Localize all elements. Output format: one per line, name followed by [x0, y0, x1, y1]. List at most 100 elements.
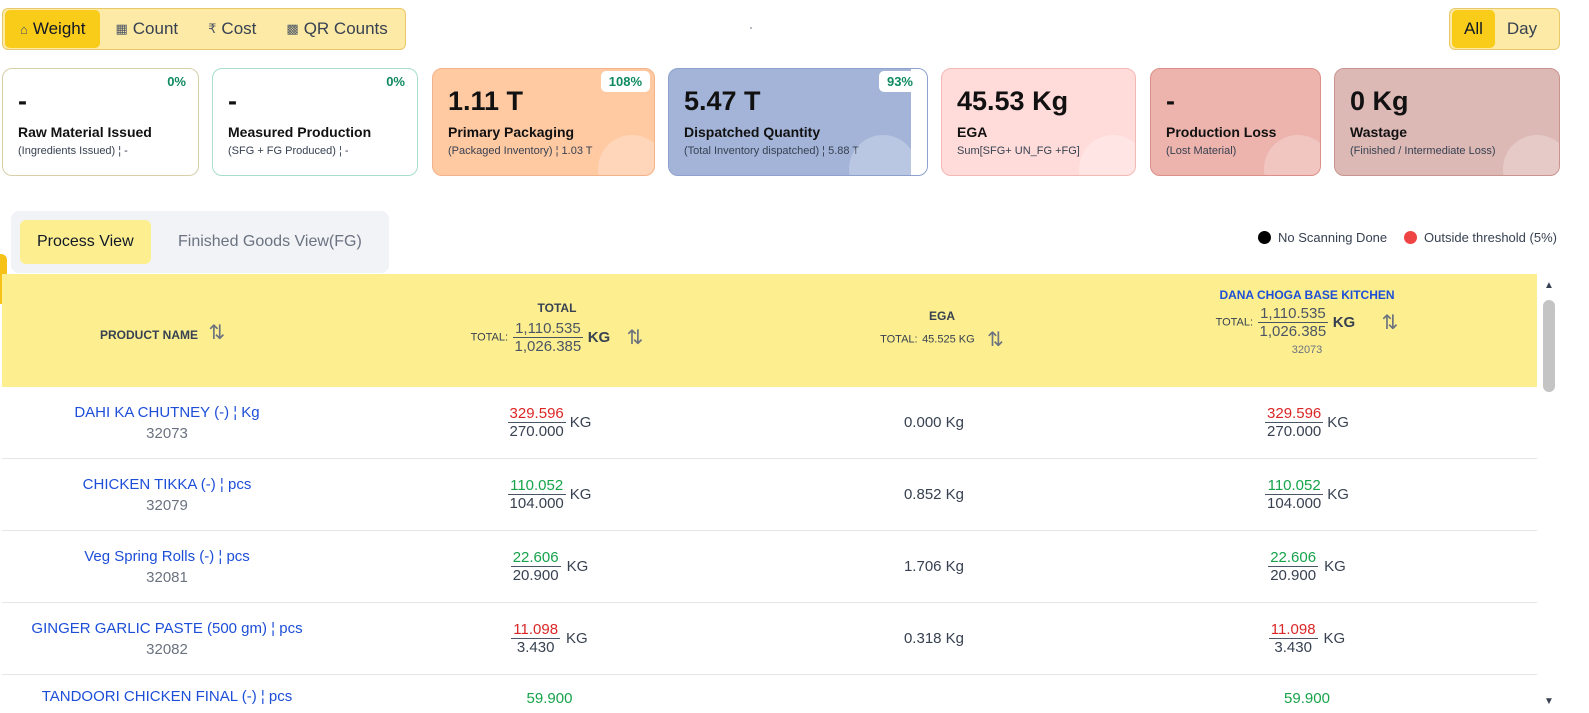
total-cell: 110.052 104.000 KG: [452, 459, 647, 530]
percentage-badge: 93%: [878, 71, 921, 92]
actual-value: 110.052: [1265, 477, 1324, 495]
ega-card[interactable]: 45.53 Kg EGA Sum[SFG+ UN_FG +FG]: [941, 68, 1136, 176]
unit-label: KG: [1324, 558, 1346, 575]
card-decoration: [1503, 135, 1559, 175]
weight-mode-button[interactable]: ⌂ Weight: [5, 10, 101, 48]
total-fraction: 11.098 3.430: [511, 621, 561, 656]
dispatched-quantity-card[interactable]: 93% 5.47 T Dispatched Quantity (Total In…: [668, 68, 928, 176]
product-link[interactable]: GINGER GARLIC PASTE (500 gm) ¦ pcs: [31, 619, 303, 637]
product-link[interactable]: Veg Spring Rolls (-) ¦ pcs: [84, 547, 250, 565]
ega-column-header[interactable]: EGA TOTAL: 45.525 KG ⇅: [862, 309, 1022, 352]
total-fraction: 22.606 20.900: [510, 549, 561, 584]
product-name-header[interactable]: PRODUCT NAME ⇅: [100, 320, 225, 345]
card-value: -: [1166, 86, 1175, 116]
weight-mode-label: Weight: [32, 19, 86, 38]
product-cell: DAHI KA CHUTNEY (-) ¦ Kg 32073: [2, 387, 332, 458]
card-title: Dispatched Quantity: [684, 124, 821, 140]
card-value: 45.53 Kg: [957, 86, 1069, 116]
actual-value: 22.606: [510, 549, 561, 567]
product-code: 32082: [146, 640, 188, 658]
date-range-toggle: All Day: [1449, 8, 1560, 50]
unit-label: KG: [1327, 486, 1349, 503]
qr-counts-mode-button[interactable]: ▩ QR Counts: [271, 10, 402, 48]
expected-value: 104.000: [1267, 495, 1322, 512]
calculator-icon: ▦: [115, 21, 128, 36]
legend-outside-threshold: Outside threshold (5%): [1404, 230, 1557, 245]
header-label: EGA: [928, 309, 955, 323]
card-subtitle: (Lost Material): [1166, 145, 1237, 157]
card-title: Raw Material Issued: [18, 124, 152, 140]
kitchen-unit: KG: [1332, 314, 1356, 331]
total-fraction: 110.052 104.000: [507, 477, 566, 512]
ega-cell: 1.706 Kg: [834, 531, 1034, 602]
card-title: Measured Production: [228, 124, 372, 140]
card-value: 0 Kg: [1350, 86, 1409, 116]
table-scrollbar[interactable]: ▲ ▼: [1541, 280, 1557, 713]
table-row: GINGER GARLIC PASTE (500 gm) ¦ pcs 32082…: [2, 603, 1537, 675]
product-link[interactable]: DAHI KA CHUTNEY (-) ¦ Kg: [74, 403, 260, 421]
actual-value: 11.098: [1268, 621, 1318, 639]
kitchen-code: 32073: [1291, 344, 1323, 356]
unit-label: KG: [566, 630, 588, 647]
total-cell: 11.098 3.430 KG: [452, 603, 647, 674]
ega-prefix: TOTAL:: [880, 333, 918, 346]
actual-value: 11.098: [511, 621, 561, 639]
expected-value: 270.000: [509, 423, 564, 440]
card-title: Primary Packaging: [448, 124, 575, 140]
product-code: 32073: [146, 424, 188, 442]
card-value: 5.47 T: [684, 86, 761, 116]
all-range-button[interactable]: All: [1452, 10, 1495, 48]
kitchen-column-header[interactable]: DANA CHOGA BASE KITCHEN TOTAL: 1,110.535…: [1207, 288, 1407, 356]
product-cell: CHICKEN TIKKA (-) ¦ pcs 32079: [2, 459, 332, 530]
primary-packaging-card[interactable]: 108% 1.11 T Primary Packaging (Packaged …: [432, 68, 655, 176]
product-cell: Veg Spring Rolls (-) ¦ pcs 32081: [2, 531, 332, 602]
card-value: 1.11 T: [448, 86, 524, 116]
unit-label: KG: [1323, 630, 1346, 647]
total-column-header[interactable]: TOTAL TOTAL: 1,110.535 1,026.385 KG ⇅: [457, 301, 657, 355]
raw-material-issued-card[interactable]: 0% - Raw Material Issued (Ingredients Is…: [2, 68, 199, 176]
table-row: Veg Spring Rolls (-) ¦ pcs 32081 22.606 …: [2, 531, 1537, 603]
wastage-card[interactable]: 0 Kg Wastage (Finished / Intermediate Lo…: [1334, 68, 1560, 176]
product-link[interactable]: CHICKEN TIKKA (-) ¦ pcs: [82, 475, 252, 493]
sort-icon[interactable]: ⇅: [626, 327, 644, 349]
product-link[interactable]: TANDOORI CHICKEN FINAL (-) ¦ pcs: [41, 688, 293, 705]
kitchen-fraction: 22.606 20.900: [1268, 549, 1319, 584]
measured-production-card[interactable]: 0% - Measured Production (SFG + FG Produ…: [212, 68, 418, 176]
ega-value: 0.318 Kg: [903, 630, 965, 647]
card-subtitle: Sum[SFG+ UN_FG +FG]: [957, 145, 1080, 157]
card-decoration: [849, 135, 917, 175]
product-cell: GINGER GARLIC PASTE (500 gm) ¦ pcs 32082: [2, 603, 332, 674]
loading-dot: [750, 27, 752, 29]
unit-label: KG: [569, 486, 592, 503]
card-decoration: [598, 135, 654, 175]
tab-finished-goods-view[interactable]: Finished Goods View(FG): [178, 233, 362, 250]
cost-mode-button[interactable]: ₹ Cost: [193, 10, 271, 48]
card-progress-remainder: [911, 69, 927, 175]
count-mode-button[interactable]: ▦ Count: [100, 10, 193, 48]
actual-value: 329.596: [507, 405, 566, 423]
sort-icon[interactable]: ⇅: [208, 322, 226, 344]
expected-value: 20.900: [1270, 567, 1317, 584]
rupee-icon: ₹: [208, 21, 217, 36]
total-cell: 22.606 20.900 KG: [452, 531, 647, 602]
scrollbar-thumb[interactable]: [1543, 300, 1555, 392]
unit-label: KG: [566, 558, 589, 575]
sort-icon[interactable]: ⇅: [1381, 312, 1399, 334]
expected-value: 270.000: [1267, 423, 1322, 440]
card-title: EGA: [957, 124, 988, 140]
tab-process-view[interactable]: Process View: [20, 220, 151, 264]
production-loss-card[interactable]: - Production Loss (Lost Material): [1150, 68, 1321, 176]
kitchen-fraction: 1,110.535 1,026.385: [1257, 305, 1329, 340]
kitchen-fraction: 329.596 270.000: [1265, 405, 1324, 440]
count-mode-label: Count: [132, 19, 179, 38]
card-decoration: [1264, 135, 1320, 175]
qr-code-icon: ▩: [286, 21, 299, 36]
scroll-up-arrow-icon[interactable]: ▲: [1544, 280, 1554, 291]
sort-icon[interactable]: ⇅: [987, 329, 1004, 351]
scroll-down-arrow-icon[interactable]: ▼: [1544, 696, 1554, 707]
day-range-button[interactable]: Day: [1506, 19, 1538, 38]
unit-label: KG: [1327, 414, 1349, 431]
header-label: PRODUCT NAME: [100, 328, 198, 342]
total-fraction: 1,110.535 1,026.385: [512, 320, 584, 355]
card-title: Production Loss: [1166, 124, 1277, 140]
